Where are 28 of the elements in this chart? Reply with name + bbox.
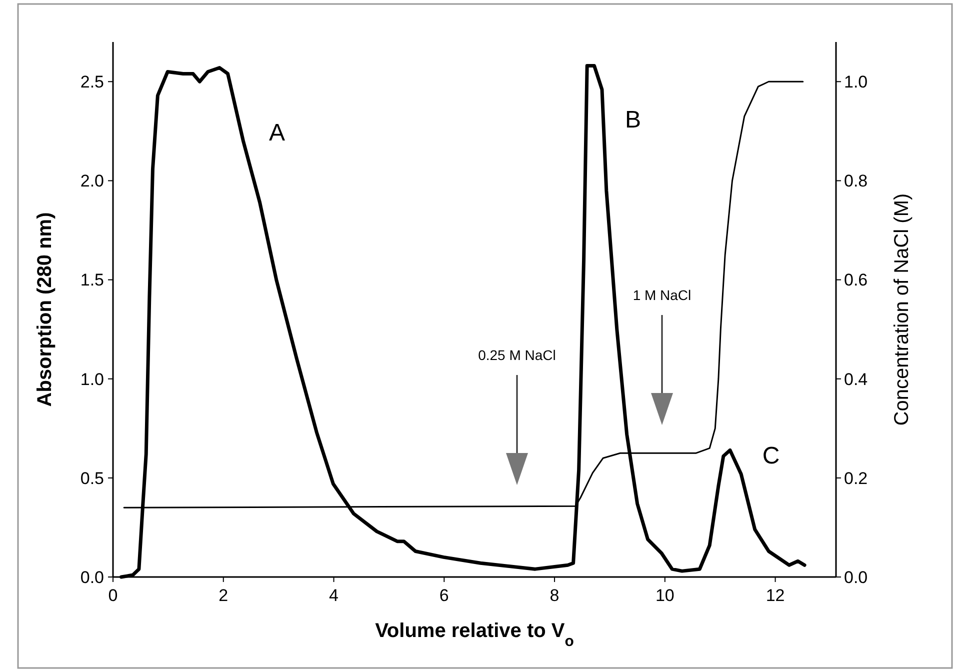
x-axis-title: Volume relative to V$_{o}$ [375,620,574,650]
line-series [123,80,804,508]
annotation: B [624,106,642,134]
x-tick-label: 10 [655,586,674,605]
y2-axis-title: Concentration of NaCl (M) [891,193,913,426]
y2-tick-label: 0.0 [844,568,868,587]
y-tick-label: 1.0 [80,370,104,389]
y-tick-label: 0.5 [80,468,104,488]
annotation: 1 M NaCl [632,287,692,303]
y2-tick-label: 0.2 [844,468,868,488]
y-axis-title: Absorption (280 nm) [34,212,56,407]
x-tick-label: 0 [108,586,118,605]
x-tick-label: 2 [218,586,228,605]
x-tick-label: 6 [439,586,449,605]
y2-tick-label: 0.6 [844,270,868,290]
y2-tick-label: 1.0 [844,72,868,92]
y2-tick-label: 0.4 [844,370,868,389]
annotation: C [762,442,780,470]
annotation: A [268,119,286,146]
annotation: 0.25 M NaCl [478,347,556,363]
x-tick-label: 4 [329,586,338,605]
y-tick-label: 0.0 [80,568,104,587]
y-tick-label: 2.5 [80,72,104,92]
y-tick-label: 1.5 [80,270,104,290]
y-tick-label: 2.0 [80,172,104,191]
y2-tick-label: 0.8 [844,172,868,191]
x-tick-label: 12 [766,586,785,605]
x-tick-label: 8 [550,586,560,605]
